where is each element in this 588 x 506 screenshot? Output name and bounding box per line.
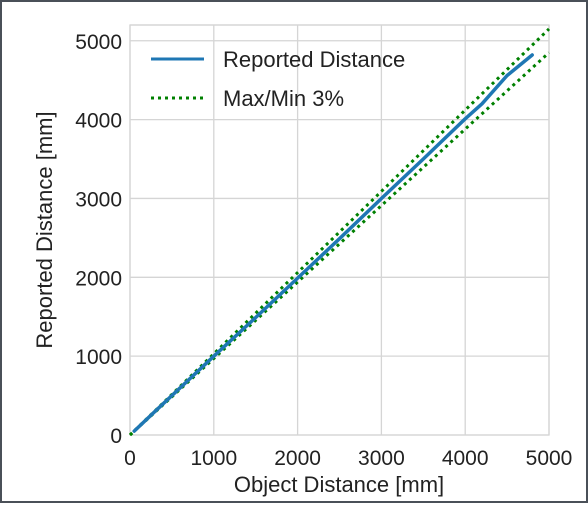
legend: Reported Distance Max/Min 3% [151,47,405,111]
y-tick-label: 3000 [75,188,122,211]
x-tick-label: 0 [124,447,136,470]
y-axis-label: Reported Distance [mm] [32,111,57,348]
y-tick-label: 2000 [75,267,122,290]
x-tick-label: 3000 [358,447,405,470]
x-axis-label: Object Distance [mm] [234,472,444,497]
legend-label-reported-distance: Reported Distance [223,47,405,72]
series-layer [128,27,551,437]
series-reported-distance-line [132,53,534,433]
grid-lines [129,25,550,436]
y-tick-label: 4000 [75,110,122,133]
x-tick-label: 1000 [190,447,237,470]
y-tick-label: 0 [110,425,122,448]
x-tick-label: 4000 [442,447,489,470]
x-tick-label: 5000 [526,447,573,470]
tick-labels: 0 1000 2000 3000 4000 5000 0 1000 2000 3000 4000 50… [75,31,572,470]
plot-area [129,24,550,436]
x-tick-label: 2000 [274,447,321,470]
y-tick-label: 1000 [75,346,122,369]
line-chart: 0 1000 2000 3000 4000 5000 0 1000 2000 3000 4000 50… [32,24,572,497]
legend-label-max-min: Max/Min 3% [223,86,344,111]
y-tick-label: 5000 [75,31,122,54]
